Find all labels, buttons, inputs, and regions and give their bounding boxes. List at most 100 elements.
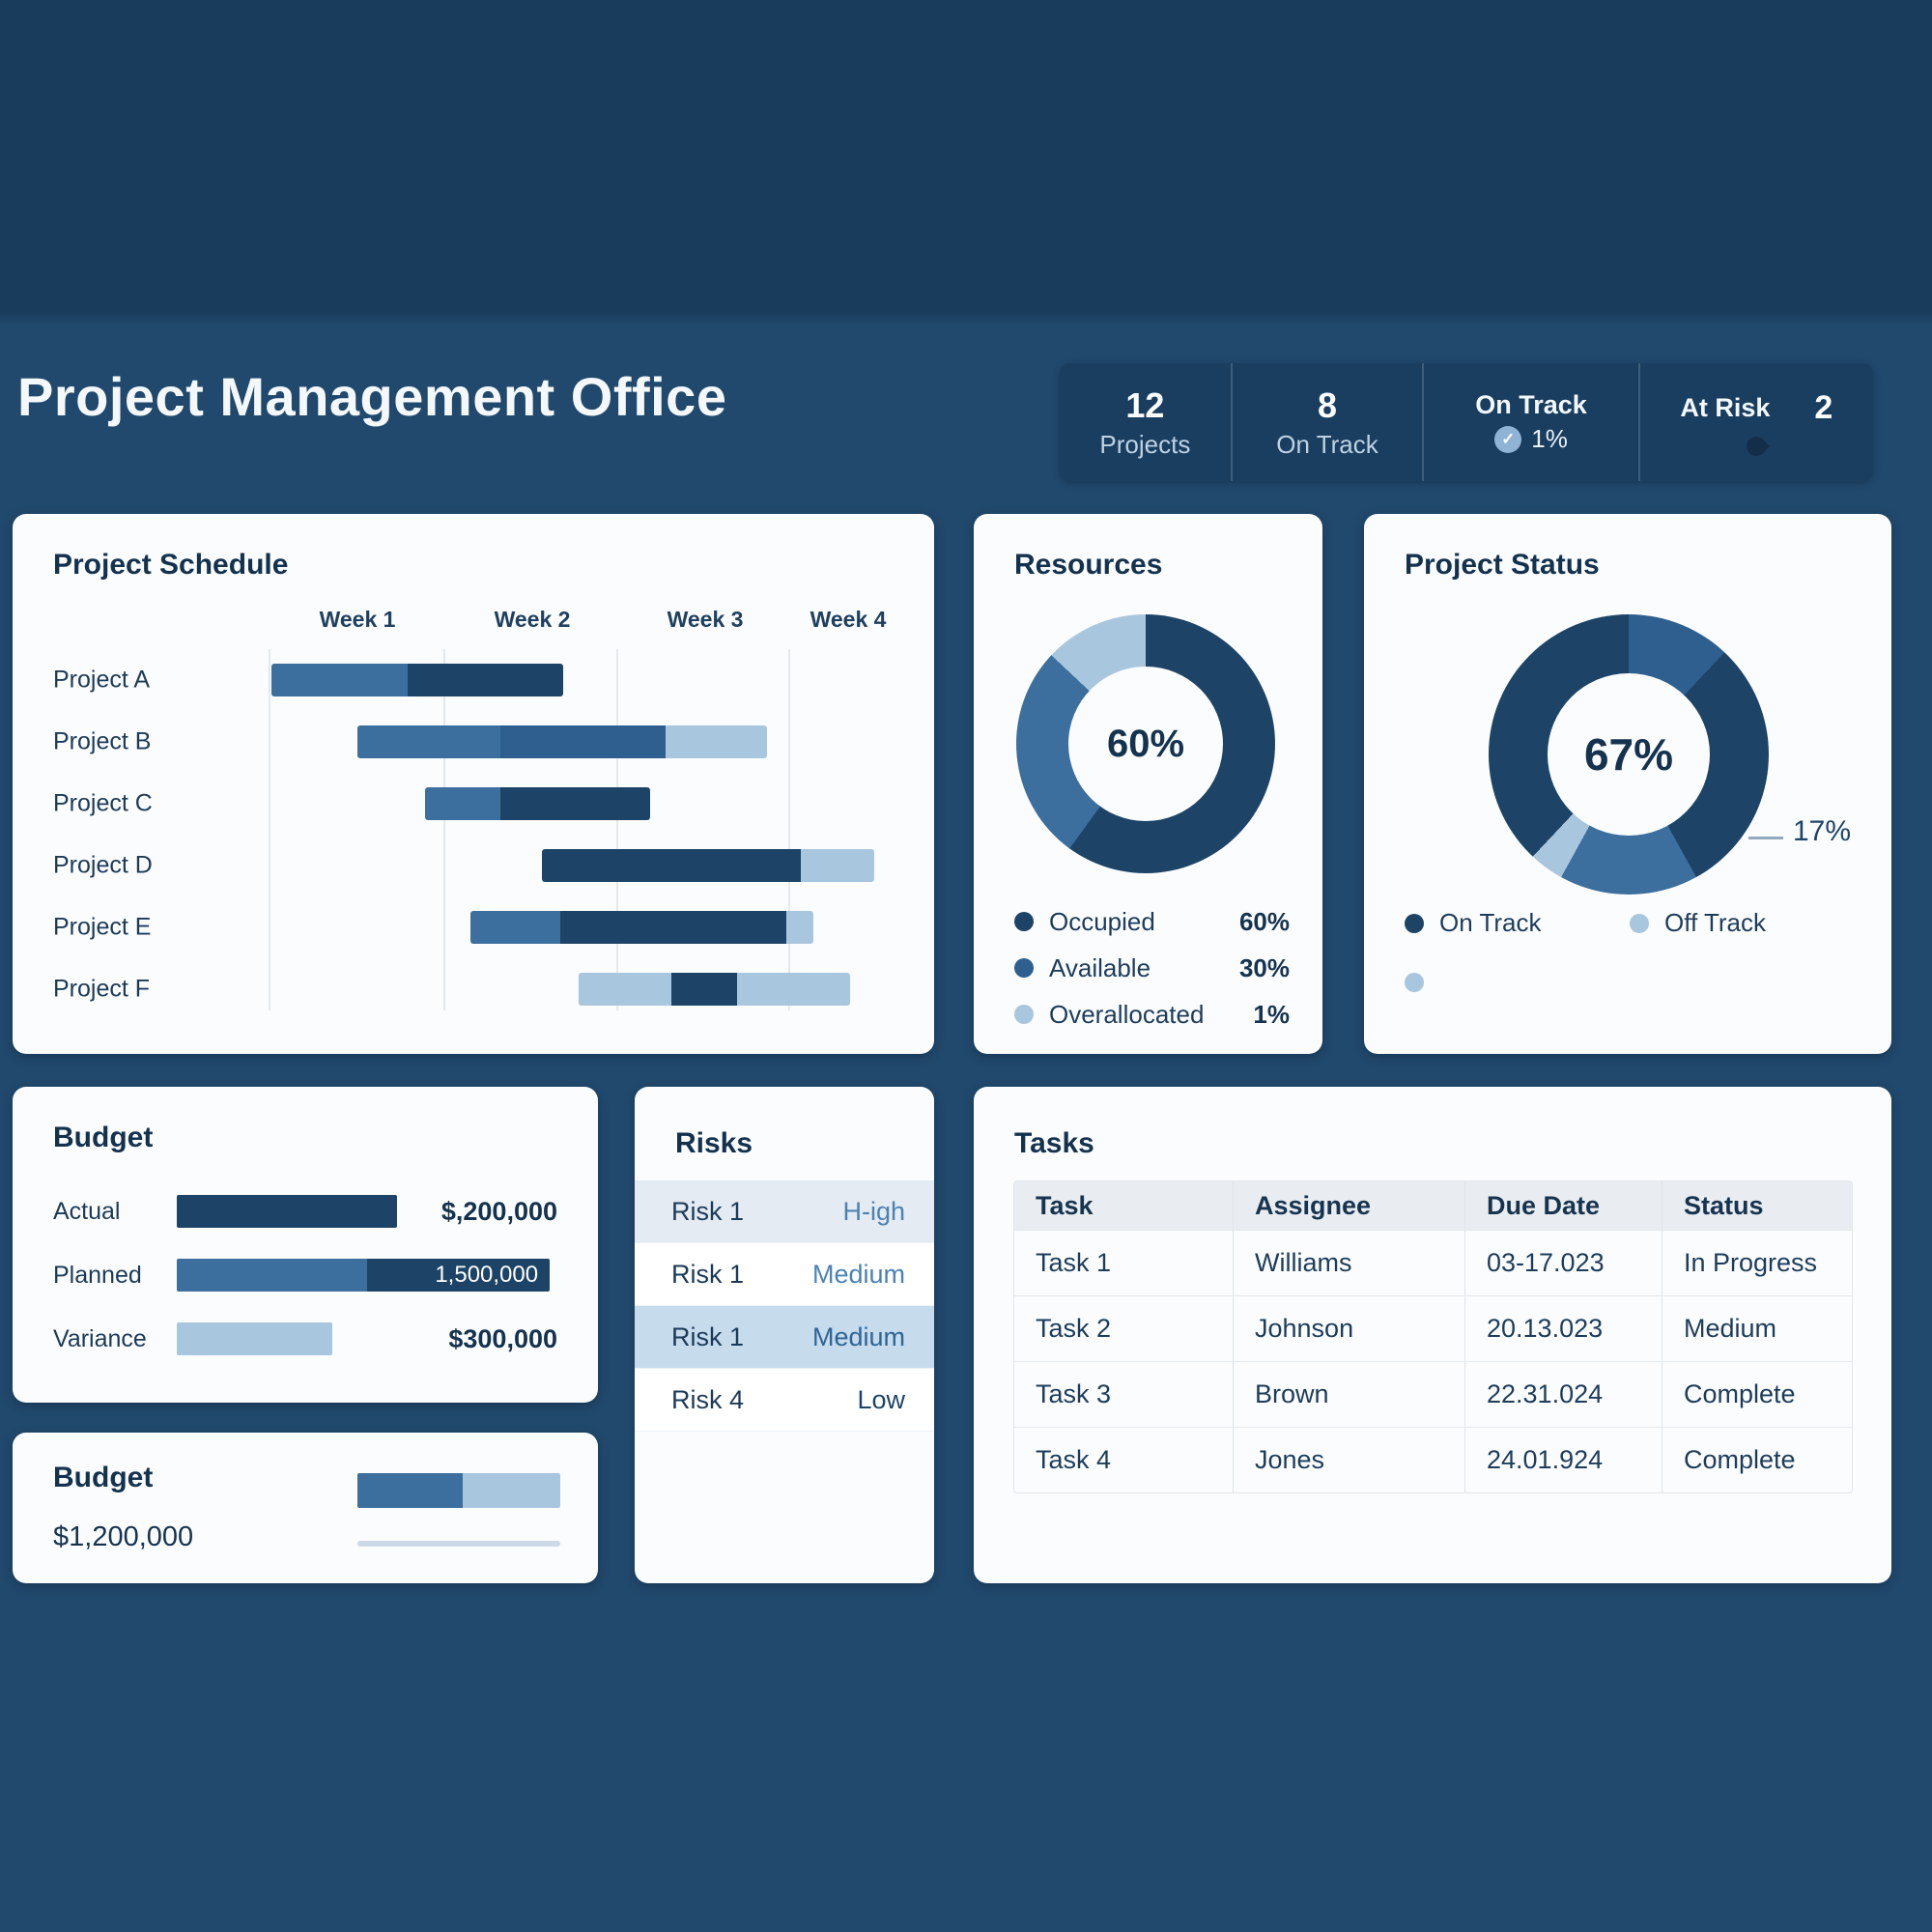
tasks-header-cell: Due Date — [1465, 1181, 1662, 1230]
task-cell: Complete — [1684, 1445, 1796, 1474]
gantt-row: Project E — [13, 896, 934, 958]
risk-row: Risk 1 H-igh — [635, 1180, 934, 1243]
budget-bar: 1,500,000 — [176, 1259, 551, 1292]
on-track-count: 8 — [1318, 384, 1338, 425]
gantt-row-label: Project F — [53, 975, 151, 1003]
week-1-label: Week 1 — [319, 607, 396, 632]
task-row: Task 2 Johnson 20.13.023 Medium — [1014, 1296, 1852, 1362]
gantt-gridline — [269, 649, 270, 1010]
gantt-track — [269, 973, 930, 1006]
gantt-bar-segment — [469, 911, 561, 944]
budget-bar-segment — [366, 1259, 551, 1292]
legend-item: Overallocated 1% — [1014, 991, 1290, 1037]
at-risk-label: At Risk — [1680, 392, 1771, 422]
legend-label: Available — [1049, 952, 1151, 982]
risk-level: H-igh — [842, 1196, 905, 1226]
budget-value: $300,000 — [448, 1323, 557, 1353]
budget-bar-track: 1,500,000 — [176, 1259, 557, 1292]
gantt-bar-segment — [407, 664, 563, 696]
legend-dot — [1405, 913, 1424, 933]
resources-donut-chart: 60% — [1016, 614, 1275, 873]
gantt-bar-segment — [541, 849, 801, 882]
resources-title: Resources — [1014, 549, 1163, 581]
gantt-gridline — [788, 649, 790, 1010]
budget-bar-segment — [176, 1195, 398, 1228]
risk-name: Risk 1 — [671, 1259, 745, 1289]
gantt-row-label: Project D — [53, 851, 153, 879]
gantt-bar-segment — [785, 911, 813, 944]
legend-item — [1405, 973, 1630, 992]
budget-bar-track — [176, 1322, 557, 1355]
task-cell: Medium — [1684, 1314, 1777, 1343]
budget-card: Budget Actual $,200,000 Planned 1,500,000 Va… — [13, 1087, 598, 1403]
risks-card: Risks Risk 1 H-igh Risk 1 Medium Risk 1 Mediu… — [635, 1087, 934, 1583]
legend-dot — [1630, 913, 1649, 933]
task-cell: Williams — [1234, 1231, 1465, 1295]
task-row: Task 3 Brown 22.31.024 Complete — [1014, 1362, 1852, 1428]
gantt-bar-segment — [736, 973, 851, 1006]
tasks-table: Task Assignee Due Date Status Task 1 Williams… — [1013, 1180, 1853, 1493]
legend-item: Available 30% — [1014, 945, 1290, 991]
risk-row: Risk 1 Medium — [635, 1306, 934, 1369]
risk-list: Risk 1 H-igh Risk 1 Medium Risk 1 Medium Risk … — [635, 1180, 934, 1432]
resources-card: Resources 60% Occupied 60% Available 30% Ove… — [974, 514, 1322, 1054]
budget-bar — [176, 1195, 398, 1228]
task-row: Task 4 Jones 24.01.924 Complete — [1014, 1428, 1852, 1492]
task-cell: In Progress — [1684, 1248, 1818, 1277]
project-schedule-card: Project Schedule Week 1 Week 2 Week 3 We… — [13, 514, 934, 1054]
stat-projects: 12 Projects — [1060, 363, 1233, 481]
task-cell: Brown — [1234, 1362, 1465, 1427]
week-2-label: Week 2 — [494, 607, 571, 632]
at-risk-count: 2 — [1814, 388, 1833, 426]
legend-label: Off Track — [1664, 908, 1766, 937]
gantt-bar — [469, 911, 813, 944]
legend-dot — [1014, 912, 1034, 931]
legend-label: Occupied — [1049, 906, 1155, 936]
budget-row: Variance $300,000 — [53, 1307, 557, 1371]
gantt-row-label: Project E — [53, 913, 152, 941]
stat-on-track-pct: On Track ✓ 1% — [1424, 363, 1640, 481]
legend-label: On Track — [1439, 908, 1542, 937]
legend-item: Off Track — [1630, 908, 1855, 938]
budget-row: Planned 1,500,000 — [53, 1243, 557, 1307]
status-donut-center: 67% — [1548, 673, 1710, 836]
task-cell: Task 2 — [1014, 1296, 1234, 1361]
gantt-bar-segment — [424, 787, 501, 820]
gantt-gridline — [616, 649, 618, 1010]
legend-item: Occupied 60% — [1014, 898, 1290, 945]
legend-item: On Track — [1405, 908, 1630, 938]
gantt-track — [269, 725, 930, 758]
task-cell: 20.13.023 — [1465, 1296, 1662, 1361]
task-cell: Task 4 — [1014, 1428, 1234, 1492]
callout-line — [1748, 837, 1783, 839]
gantt-bar — [424, 787, 650, 820]
budget-row: Actual $,200,000 — [53, 1179, 557, 1243]
risk-name: Risk 1 — [671, 1321, 745, 1351]
budget2-value: $1,200,000 — [53, 1521, 194, 1552]
on-track-pct-value: 1% — [1531, 424, 1568, 453]
budget-row-label: Planned — [53, 1261, 142, 1289]
risks-title: Risks — [675, 1127, 753, 1159]
projects-count: 12 — [1125, 384, 1165, 425]
legend-label: Overallocated — [1049, 999, 1205, 1029]
risk-row: Risk 1 Medium — [635, 1243, 934, 1306]
gantt-bar-segment — [665, 725, 768, 758]
gantt-row-label: Project B — [53, 727, 152, 755]
gantt-row: Project C — [13, 773, 934, 835]
legend-dot — [1014, 958, 1034, 978]
stat-on-track-count: 8 On Track — [1233, 363, 1425, 481]
tasks-header-cell: Assignee — [1234, 1181, 1465, 1230]
budget-bar-segment — [176, 1322, 333, 1355]
legend-dot — [1405, 973, 1424, 992]
budget2-bar-segment — [463, 1473, 560, 1508]
risk-level: Low — [857, 1384, 905, 1414]
gantt-track — [269, 664, 930, 696]
gantt-row: Project F — [13, 958, 934, 1020]
gantt-row: Project A — [13, 649, 934, 711]
tasks-header-cell: Status — [1684, 1191, 1764, 1220]
legend-value: 30% — [1238, 952, 1290, 982]
budget-summary-card: Budget $1,200,000 — [13, 1433, 598, 1583]
tasks-title: Tasks — [1014, 1127, 1094, 1159]
check-circle-icon: ✓ — [1494, 425, 1522, 453]
budget2-title: Budget — [53, 1462, 154, 1493]
